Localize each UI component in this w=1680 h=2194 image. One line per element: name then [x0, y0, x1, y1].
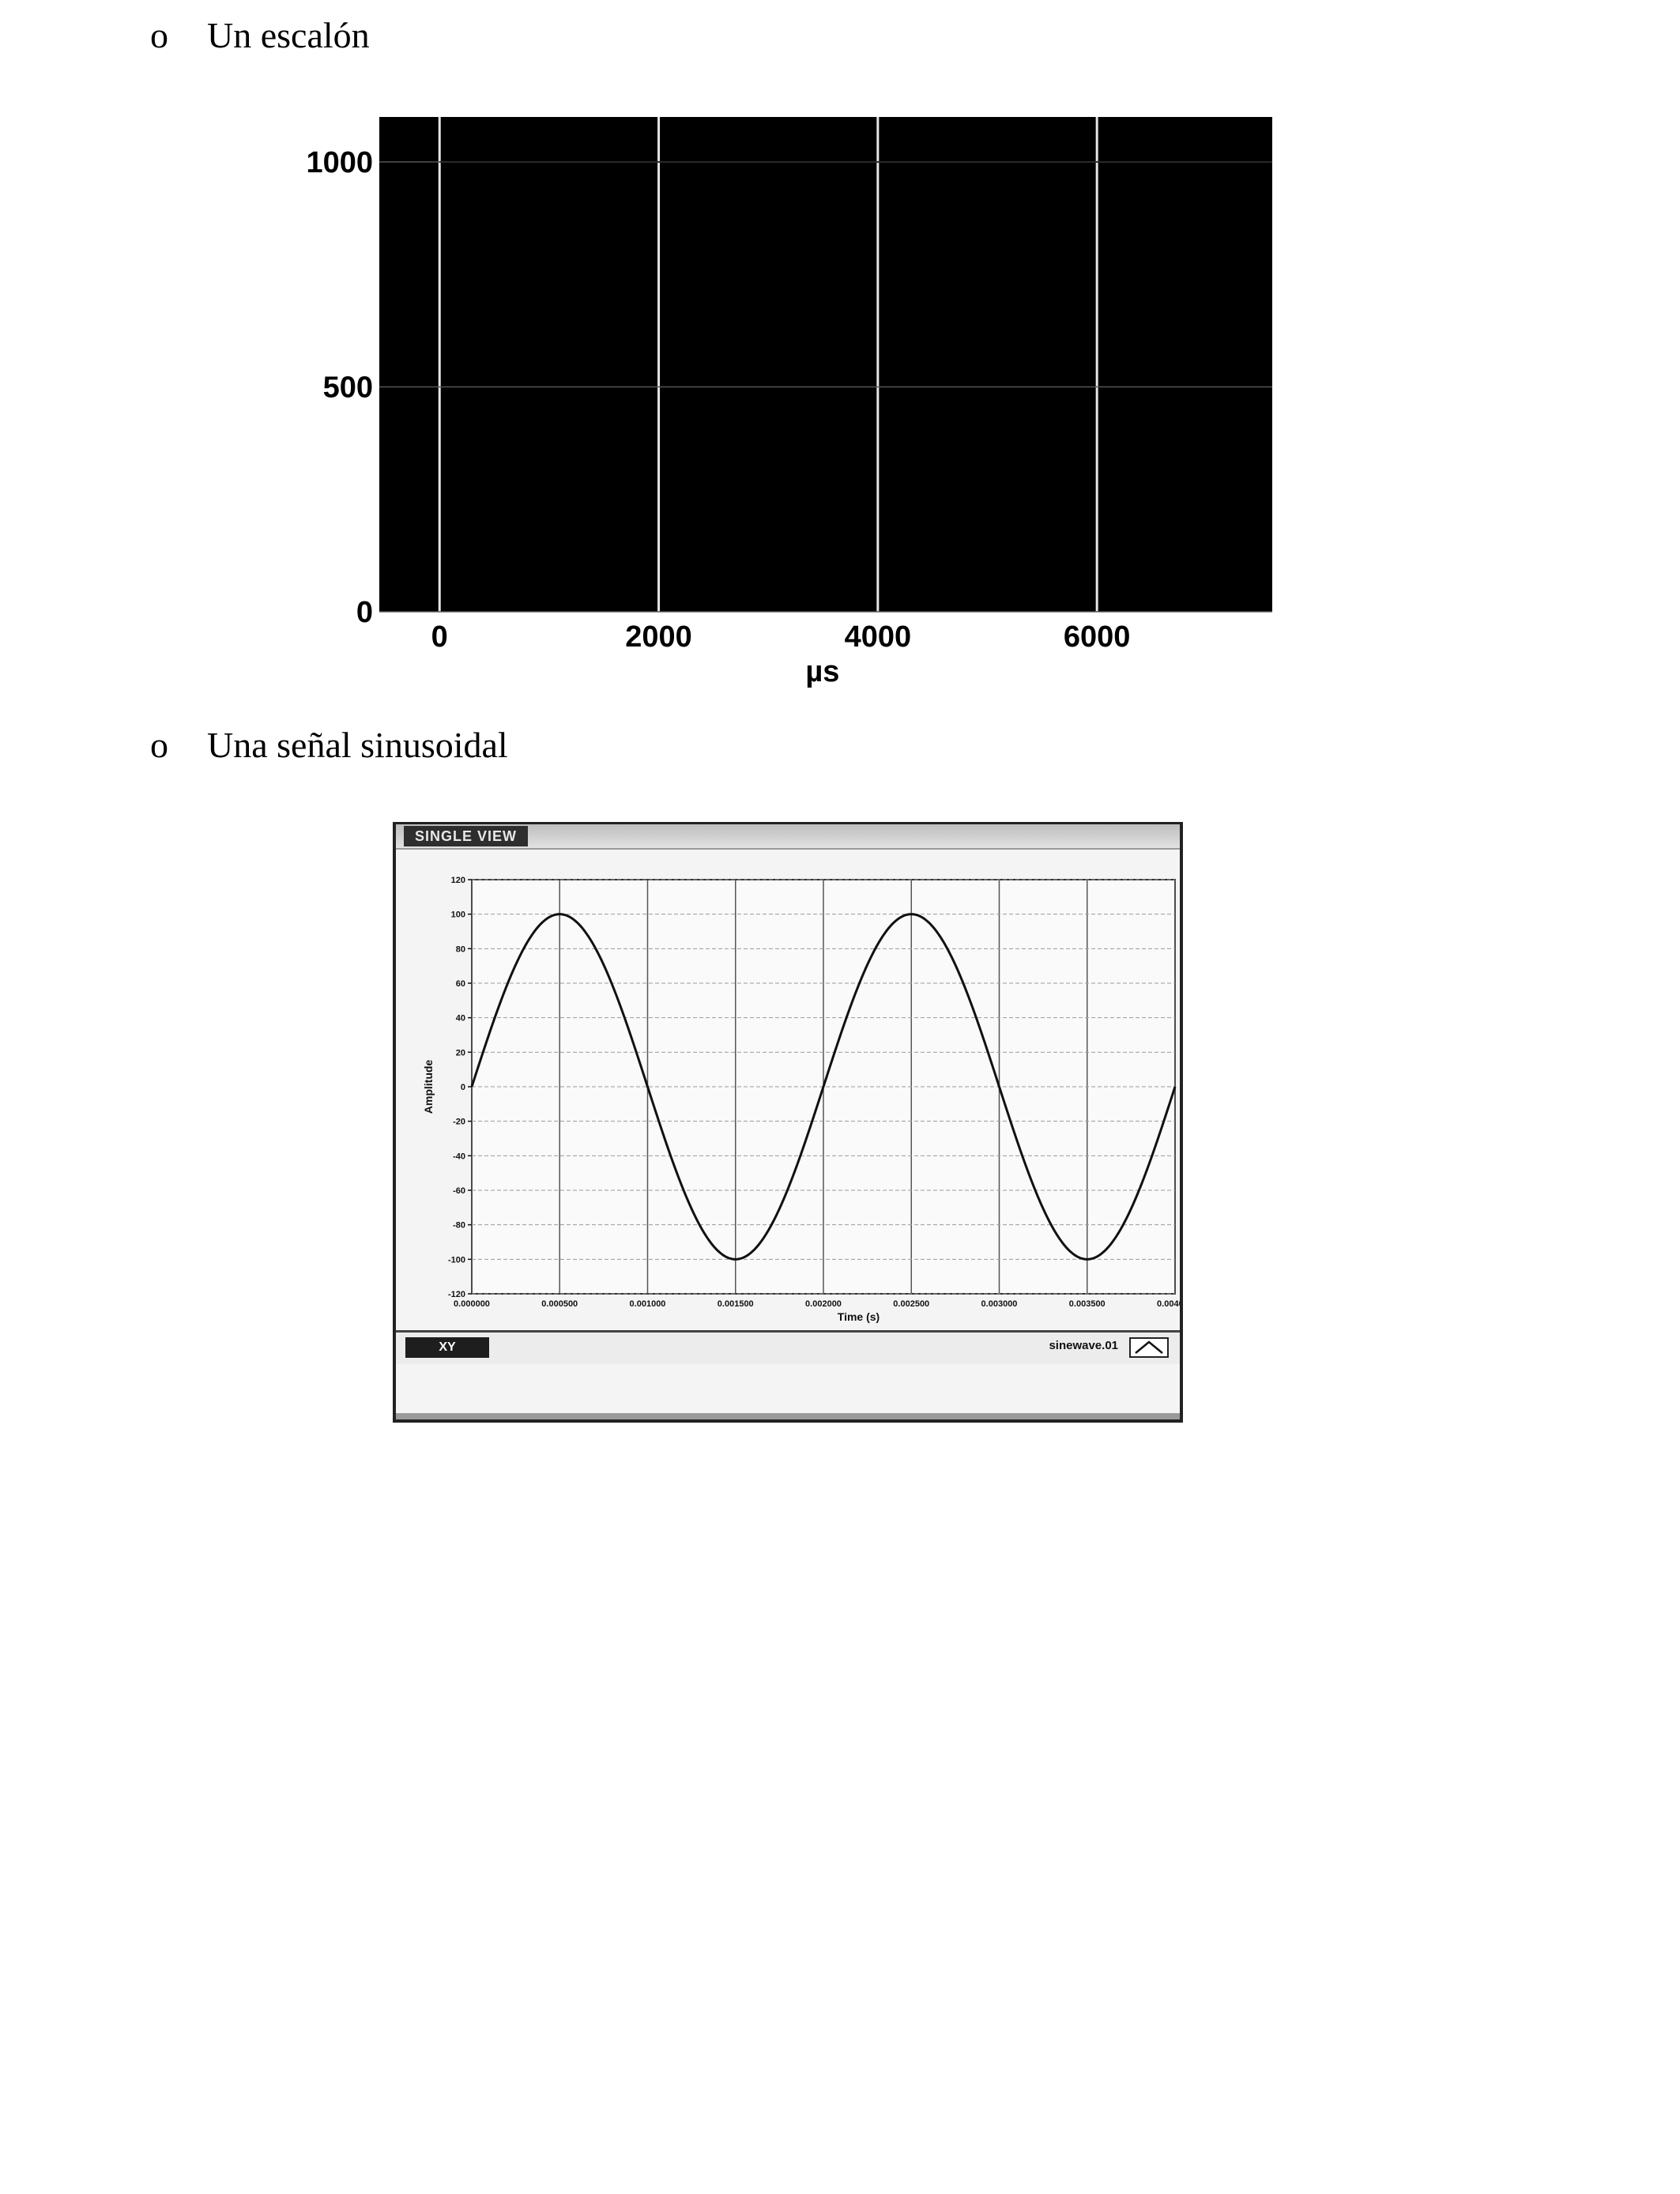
y-tick-label: -120 [448, 1290, 465, 1299]
x-tick-label: 2000 [625, 620, 692, 654]
legend-series-name: sinewave.01 [1049, 1339, 1118, 1352]
y-tick-label: 0 [461, 1083, 465, 1092]
y-tick-label: 100 [451, 910, 465, 920]
x-tick-label: 0 [431, 620, 448, 654]
chart-toolbar: XY sinewave.01 [396, 1330, 1180, 1364]
y-tick-label: 120 [451, 876, 465, 885]
sine-series-line [470, 913, 1177, 1261]
x-tick-label: 0.002500 [893, 1299, 929, 1309]
y-tick-label: 20 [456, 1048, 465, 1057]
x-tick-label: 0.003500 [1069, 1299, 1106, 1309]
y-tick-label: -60 [453, 1186, 465, 1196]
x-tick-label: 0.003000 [981, 1299, 1018, 1309]
window-bottom-edge [396, 1413, 1180, 1419]
x-tick-label: 0.002000 [805, 1299, 842, 1309]
bullet-senal-sinusoidal: o Una señal sinusoidal [150, 727, 508, 763]
y-axis-label: Amplitude [422, 1060, 435, 1114]
x-tick-label: 6000 [1064, 620, 1131, 654]
x-tick-label: 0.001000 [630, 1299, 666, 1309]
y-tick-label: 0 [356, 596, 373, 629]
bullet-text: Una señal sinusoidal [207, 725, 508, 765]
y-tick-label: 80 [456, 944, 465, 954]
y-tick-label: 1000 [306, 146, 373, 179]
window-title[interactable]: SINGLE VIEW [404, 826, 529, 846]
y-tick-label: 500 [323, 371, 373, 404]
window-titlebar: SINGLE VIEW [396, 824, 1180, 850]
plot-background [379, 117, 1272, 612]
y-tick-label: -100 [448, 1255, 465, 1265]
x-tick-label: 0.000500 [541, 1299, 578, 1309]
x-tick-label: 0.001500 [718, 1299, 754, 1309]
y-tick-label: 60 [456, 979, 465, 989]
y-tick-label: -20 [453, 1118, 465, 1127]
step-chart-svg: 0 500 1000 0 2000 4000 6000 µs [306, 117, 1272, 688]
x-tick-label: 4000 [845, 620, 912, 654]
x-tick-label: 0.000000 [454, 1299, 490, 1309]
bullet-mark: o [150, 725, 168, 765]
line-swatch-icon [1135, 1340, 1163, 1354]
xy-tool-button[interactable]: XY [405, 1337, 489, 1358]
step-response-chart: 0 500 1000 0 2000 4000 6000 µs [300, 111, 1304, 696]
sine-wave-window: SINGLE VIEW 120 100 80 60 40 20 0 -20 -40 -60 -80 -… [393, 822, 1183, 1423]
x-axis-label: µs [805, 655, 839, 688]
y-tick-label: -80 [453, 1221, 465, 1231]
bullet-text: Un escalón [207, 15, 370, 55]
sine-chart-svg: 120 100 80 60 40 20 0 -20 -40 -60 -80 -100 -120 0.00… [422, 876, 1180, 1323]
y-tick-label: -40 [453, 1152, 465, 1161]
x-axis-label: Time (s) [838, 1310, 880, 1323]
bullet-escalon: o Un escalón [150, 17, 370, 54]
y-tick-label: 40 [456, 1014, 465, 1023]
bullet-mark: o [150, 15, 168, 55]
legend-swatch-icon[interactable] [1129, 1337, 1169, 1358]
